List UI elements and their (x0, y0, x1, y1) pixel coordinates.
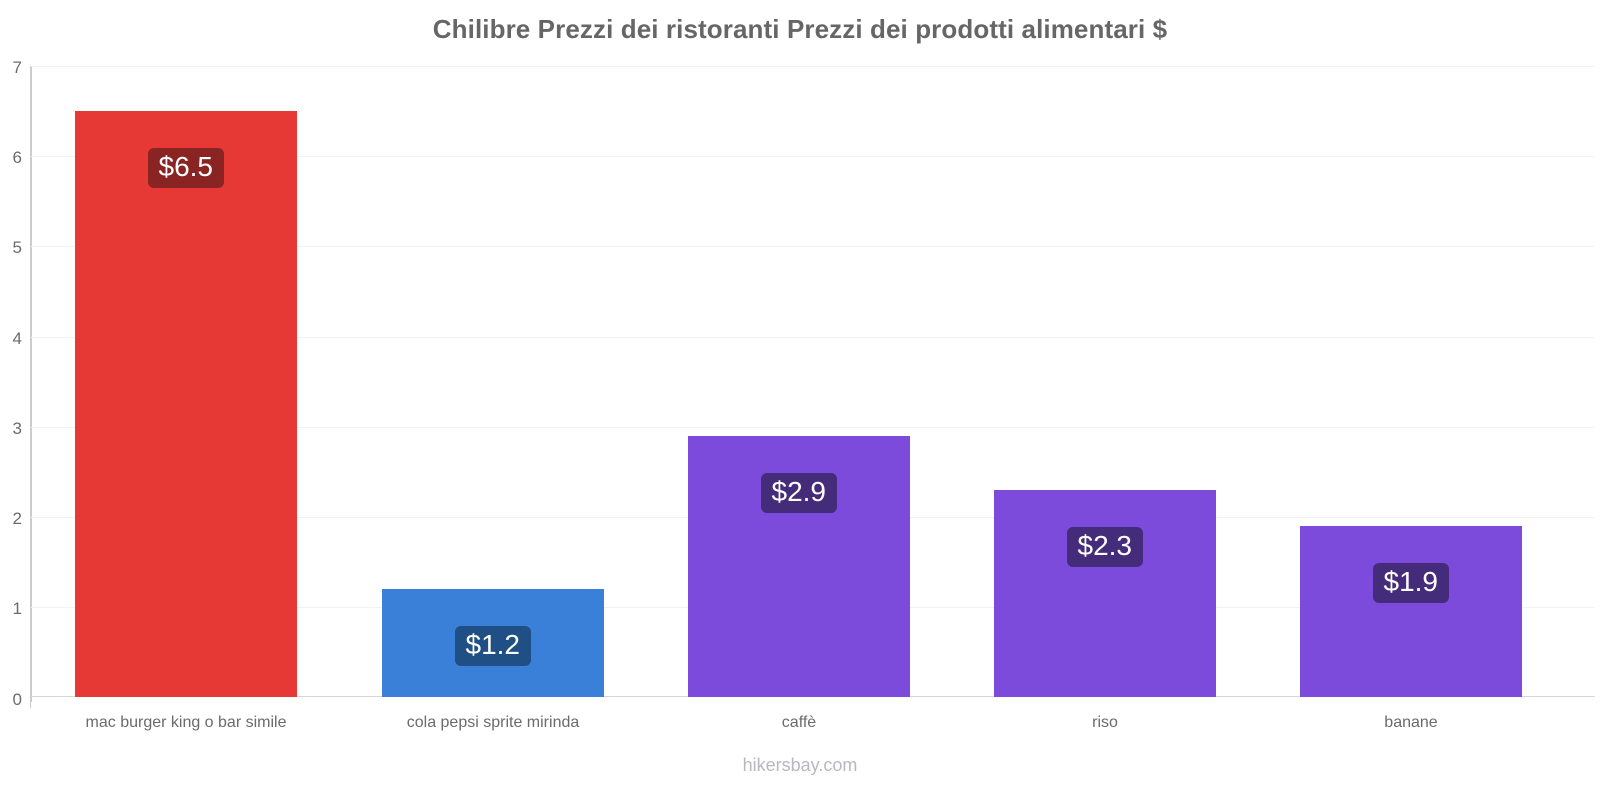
x-category-label-1: cola pepsi sprite mirinda (406, 714, 580, 731)
bar-banane[interactable] (1300, 525, 1522, 697)
x-axis-tick-mark (30, 697, 31, 708)
bar-value-label-3: $2.3 (1066, 526, 1143, 567)
bar-value-label-2: $2.9 (760, 472, 837, 513)
chart-title: Chilibre Prezzi dei ristoranti Prezzi de… (432, 14, 1168, 44)
y-tick-1: 1 (12, 599, 22, 618)
y-tick-5: 5 (12, 238, 22, 257)
gridline-6 (31, 156, 1595, 157)
y-tick-0: 0 (12, 690, 22, 709)
bar-mac-burger-king-o-bar-simile[interactable] (75, 111, 297, 697)
y-axis-tick-labels: 7 6 5 4 3 2 1 0 (0, 0, 26, 800)
source-watermark: hikersbay.com (742, 755, 858, 775)
y-tick-7: 7 (12, 58, 22, 77)
gridline-7 (31, 66, 1595, 67)
x-category-label-0: mac burger king o bar simile (85, 714, 287, 731)
gridline-4 (31, 337, 1595, 338)
x-category-label-2: caffè (781, 714, 817, 731)
y-tick-2: 2 (12, 509, 22, 528)
bar-value-label-1: $1.2 (454, 625, 531, 666)
x-category-label-3: riso (1092, 714, 1118, 731)
y-tick-3: 3 (12, 419, 22, 438)
plot-area: $6.5 $1.2 $2.9 $2.3 $1.9 (31, 66, 1595, 697)
gridline-3 (31, 427, 1595, 428)
y-tick-6: 6 (12, 148, 22, 167)
bar-value-label-4: $1.9 (1372, 562, 1449, 603)
bar-value-label-0: $6.5 (147, 148, 224, 189)
gridline-5 (31, 246, 1595, 247)
y-axis-line (30, 66, 32, 702)
bar-riso[interactable] (994, 489, 1216, 697)
x-category-label-4: banane (1384, 714, 1438, 731)
y-tick-4: 4 (12, 329, 22, 348)
